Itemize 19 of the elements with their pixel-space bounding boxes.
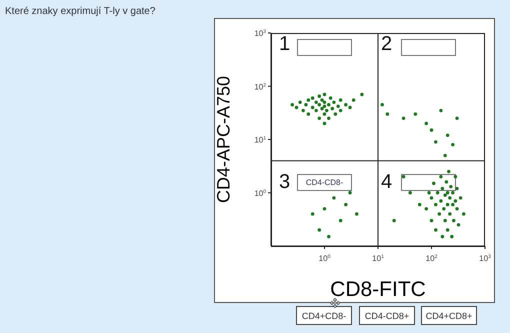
y-tick-label: 10$^{2}$ (254, 82, 266, 92)
y-tick-label: 10$^{0}$ (254, 188, 266, 198)
y-axis-title: CD4-APC-A750 (213, 76, 234, 204)
annotation: 1 (279, 33, 290, 56)
text: CD4+CD8- (296, 306, 352, 325)
x-tick-label: 10$^{1}$ (372, 254, 384, 263)
text: Které znaky exprimují T-ly v gate? (5, 6, 156, 17)
x-axis-title: CD8-FITC (330, 278, 426, 301)
text: CD4-CD8+ (359, 306, 415, 325)
x-tick-label: 10$^{2}$ (426, 254, 438, 263)
annotation: 4 (381, 171, 392, 194)
annotation: 3 (279, 171, 290, 194)
x-tick-label: 10$^{0}$ (318, 254, 331, 263)
y-tick-label: 10$^{3}$ (254, 29, 266, 38)
y-tick-label: 10$^{1}$ (254, 136, 266, 144)
text: CD4+CD8+ (421, 306, 477, 325)
annotation: 2 (381, 33, 392, 56)
answer-box: CD4-CD8- (297, 174, 352, 191)
x-tick-label: 10$^{3}$ (479, 254, 492, 263)
